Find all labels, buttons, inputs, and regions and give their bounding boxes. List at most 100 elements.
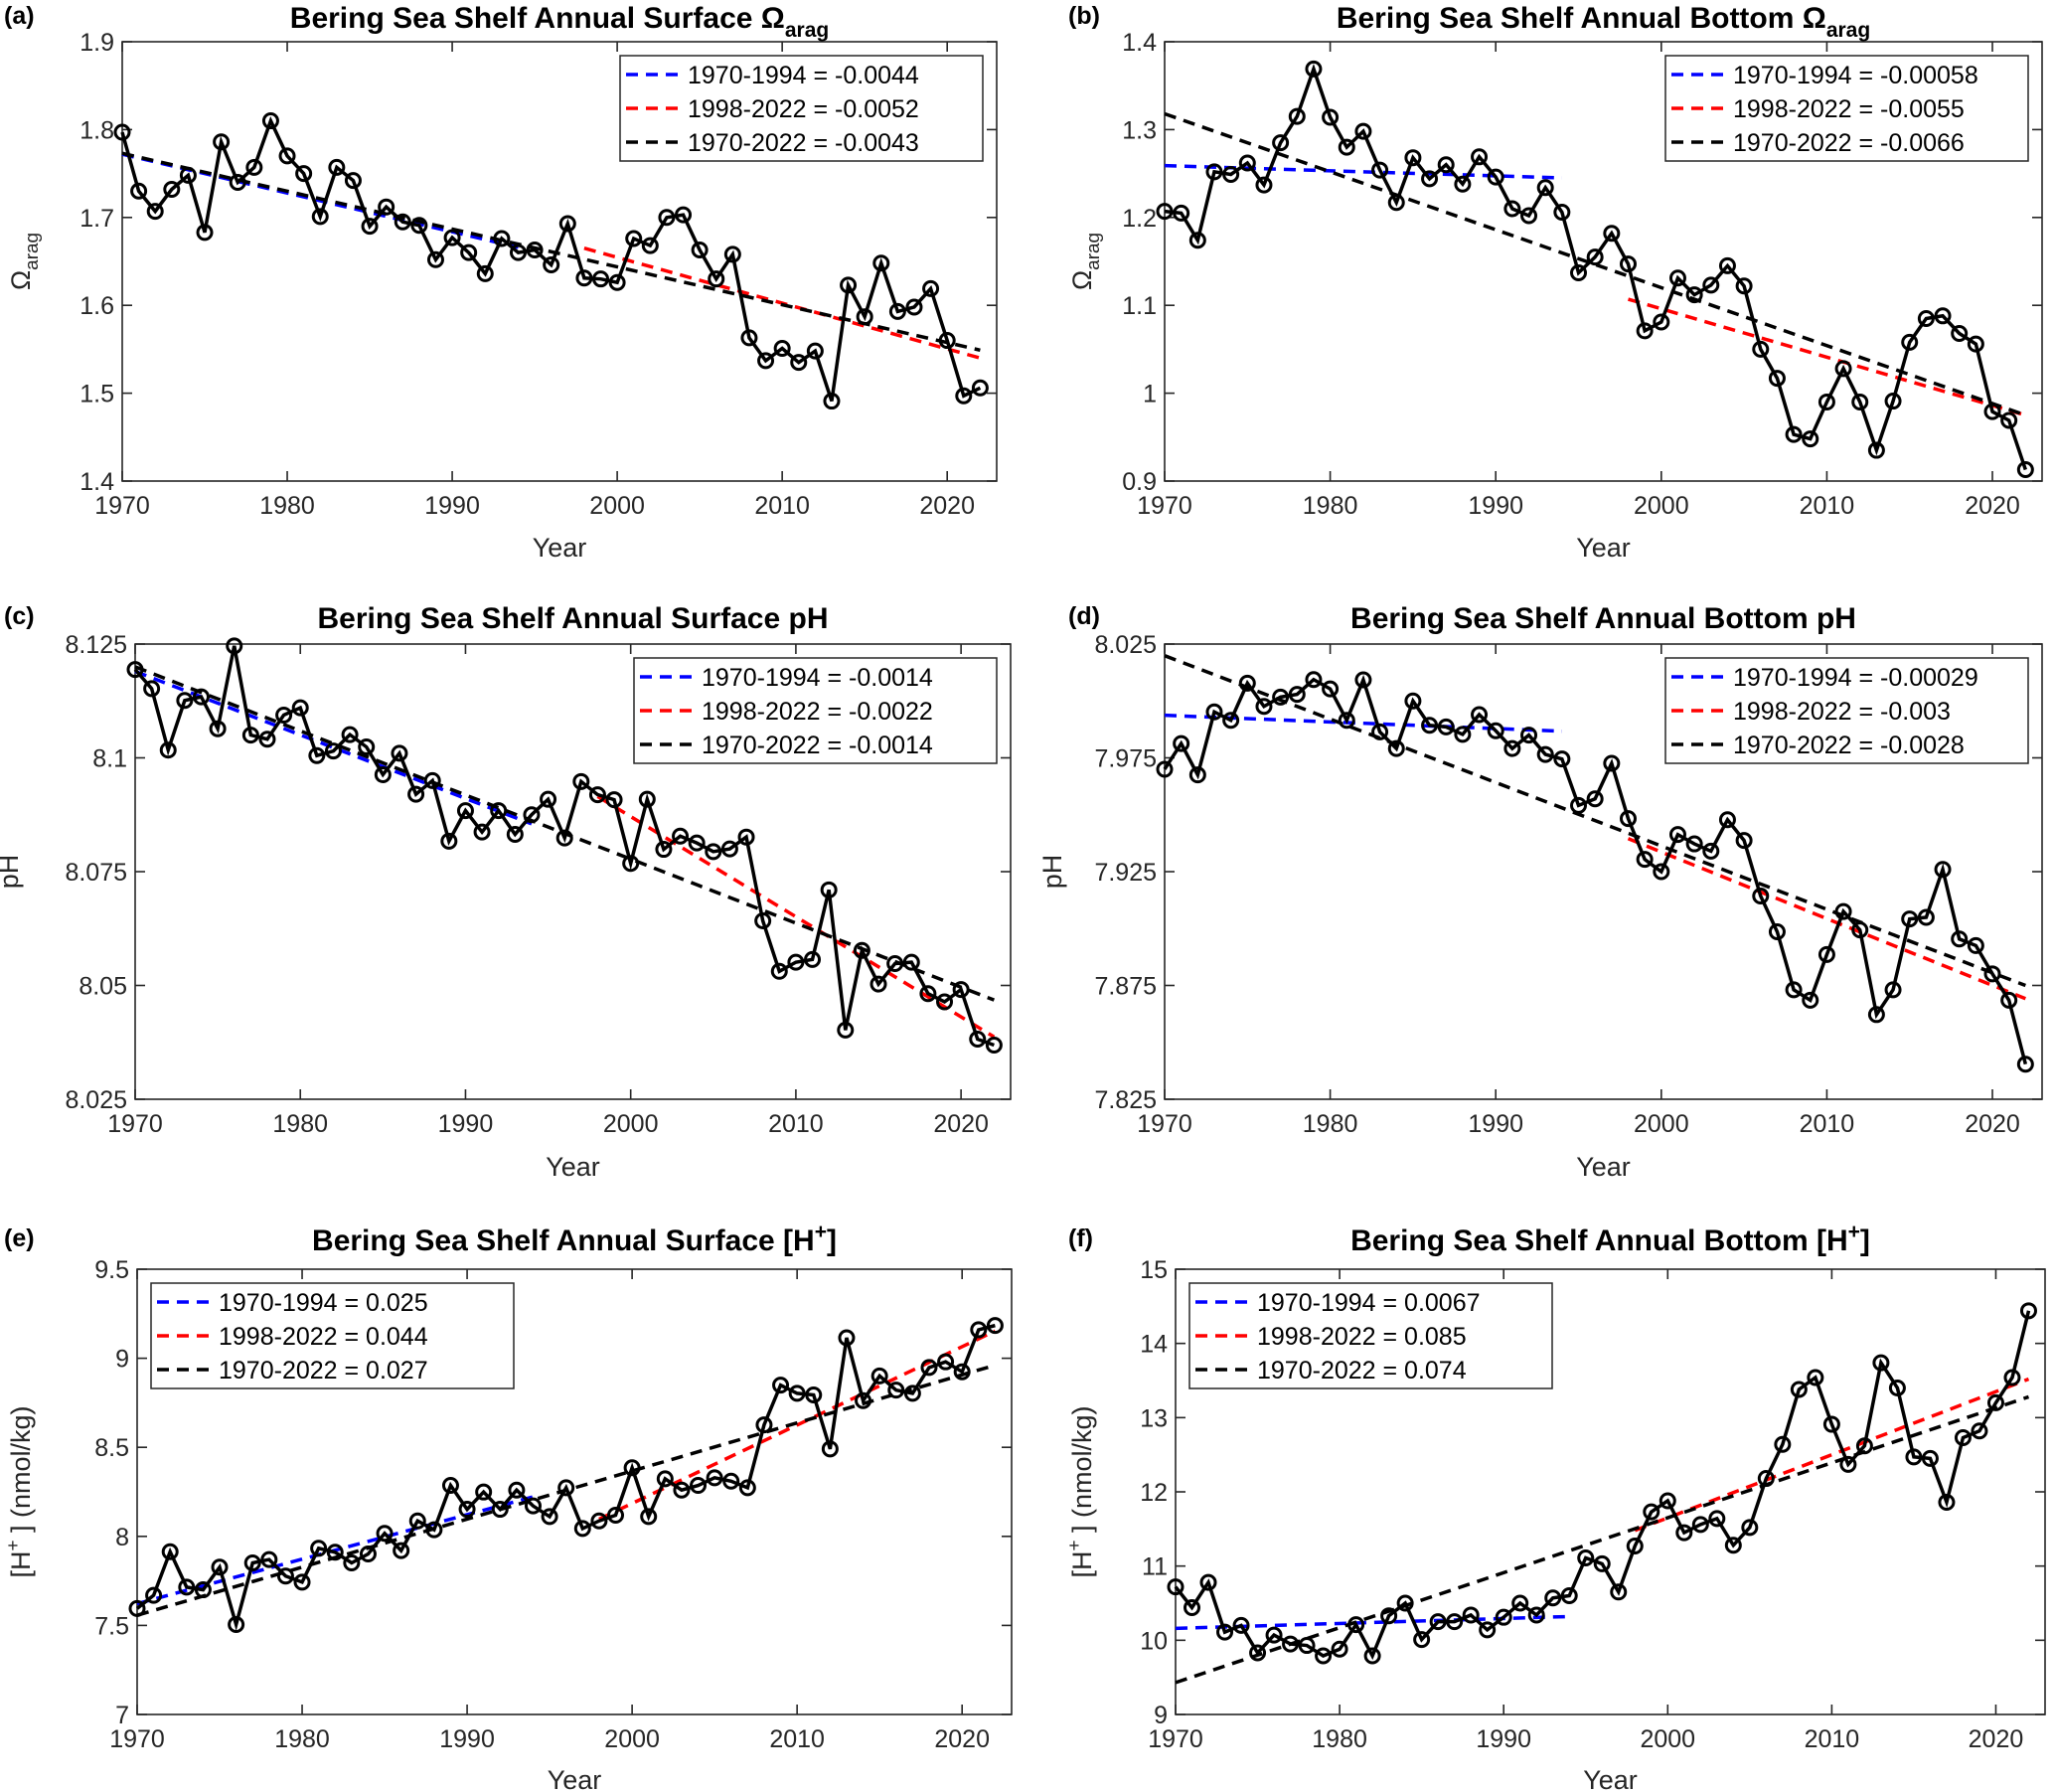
legend-box <box>1188 1282 1553 1389</box>
data-point <box>1901 333 1919 351</box>
data-point <box>241 727 259 744</box>
data-point <box>126 661 144 679</box>
data-point <box>675 206 693 224</box>
data-point <box>1184 1598 1201 1616</box>
data-point <box>1553 203 1571 221</box>
data-point <box>310 1540 328 1557</box>
data-point <box>952 981 970 999</box>
data-point <box>658 209 676 227</box>
y-tick-label: 1.2 <box>1122 205 1157 233</box>
y-tick-label: 13 <box>1140 1404 1168 1432</box>
data-point <box>1238 674 1256 692</box>
data-point <box>391 744 408 762</box>
legend-entry: 1998-2022 = -0.0055 <box>1733 95 1965 123</box>
text-segment: Bering Sea Shelf Annual Bottom Ω <box>1337 2 1826 35</box>
data-point <box>970 1321 988 1339</box>
data-point <box>1951 324 1969 342</box>
x-tick-label: 2000 <box>589 492 645 520</box>
y-axis-label: Ωarag​ <box>6 233 43 290</box>
data-point <box>194 1581 212 1599</box>
x-axis-label: Year <box>548 1765 602 1792</box>
data-point <box>1971 1422 1988 1440</box>
data-point <box>344 172 362 190</box>
x-tick-label: 2020 <box>1965 492 2020 520</box>
panel-d: 1970 1980 1990 2000 2010 2020 7.825 7.875 7.925 7… <box>1037 602 2043 1182</box>
y-tick-label: 8.1 <box>92 745 127 773</box>
data-point <box>1520 207 1538 225</box>
chart-title: Bering Sea Shelf Annual Bottom [H+​] <box>1350 1221 1870 1257</box>
trend-line-early <box>136 1495 534 1606</box>
y-axis-label: Ωarag​ <box>1067 233 1104 290</box>
data-point <box>1785 981 1803 999</box>
legend-box <box>619 55 984 162</box>
data-point <box>690 1477 708 1495</box>
data-point <box>341 726 359 743</box>
data-point <box>1570 263 1588 281</box>
text-segment: Bering Sea Shelf Annual Surface [H <box>312 1224 815 1257</box>
data-point <box>1560 1587 1578 1605</box>
data-point <box>672 827 690 845</box>
data-point <box>243 1554 261 1572</box>
data-point <box>1205 703 1223 721</box>
data-point <box>755 1416 773 1434</box>
data-point <box>1354 671 1372 689</box>
data-point <box>509 244 527 261</box>
x-tick-label: 1990 <box>439 1725 495 1753</box>
data-point <box>757 352 775 370</box>
data-point <box>1867 1006 1885 1024</box>
data-point <box>853 941 870 959</box>
data-point <box>1901 910 1919 928</box>
data-point <box>143 680 161 698</box>
data-point <box>823 393 841 410</box>
data-point <box>557 1479 575 1497</box>
legend-entry: 1970-2022 = -0.0014 <box>702 732 933 759</box>
data-point <box>770 962 788 980</box>
data-point <box>1216 1623 1234 1641</box>
data-point <box>213 133 231 151</box>
data-point <box>245 158 263 176</box>
data-point <box>838 1329 856 1347</box>
data-point <box>359 1546 377 1563</box>
data-point <box>588 786 606 804</box>
data-point <box>178 1578 196 1596</box>
data-point <box>1471 148 1489 166</box>
data-point <box>754 911 772 929</box>
data-point <box>1888 1379 1906 1396</box>
data-point <box>1839 1455 1857 1473</box>
data-point <box>1265 1626 1283 1644</box>
data-point <box>737 828 755 846</box>
y-tick-label: 1.4 <box>79 468 114 496</box>
x-tick-label: 1990 <box>1468 1110 1523 1138</box>
data-point <box>1503 200 1521 218</box>
data-point <box>720 840 738 858</box>
data-point <box>1735 832 1753 850</box>
x-tick-label: 2010 <box>768 1110 824 1138</box>
y-tick-label: 8.025 <box>65 1086 127 1114</box>
data-point <box>790 354 808 372</box>
data-point <box>326 1544 344 1561</box>
panel-a: 1970 1980 1990 2000 2010 2020 1.4 1.5 1.6 1.7 1.8 1… <box>4 2 998 563</box>
data-point <box>1752 340 1770 358</box>
y-tick-label: 1.7 <box>79 205 114 233</box>
data-point <box>1173 204 1190 222</box>
x-tick-label: 2020 <box>934 1725 990 1753</box>
legend: 1970-1994 = -0.0014 1998-2022 = -0.0022 19… <box>633 657 998 764</box>
data-point <box>1338 138 1355 156</box>
data-point <box>1380 1607 1398 1625</box>
data-point <box>145 1586 163 1604</box>
y-tick-label: 7.825 <box>1094 1086 1157 1114</box>
data-point <box>1495 1608 1512 1626</box>
data-point <box>1757 1470 1775 1488</box>
data-point <box>638 790 656 808</box>
data-point <box>524 1497 542 1515</box>
data-point <box>1222 165 1240 183</box>
data-point <box>295 165 313 183</box>
data-point <box>608 273 626 291</box>
y-axis-label: pH <box>0 855 24 890</box>
data-point <box>1238 154 1256 172</box>
data-point <box>394 213 411 231</box>
text-segment: Bering Sea Shelf Annual Bottom pH <box>1350 602 1856 635</box>
data-point <box>656 1470 674 1488</box>
data-point <box>985 1036 1003 1054</box>
data-point <box>1735 277 1753 295</box>
